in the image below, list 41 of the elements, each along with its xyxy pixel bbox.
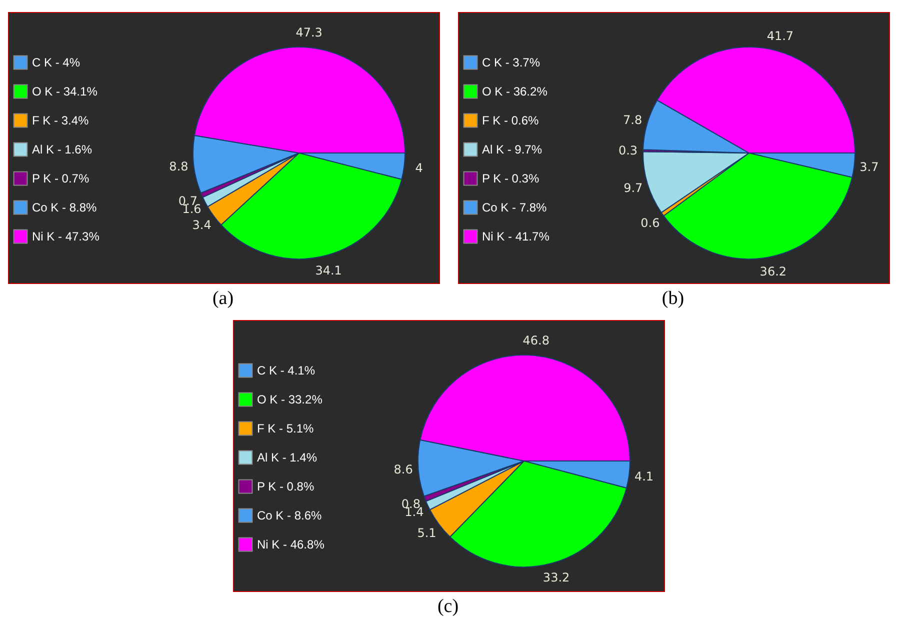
text: (a): [211, 288, 235, 310]
data-label: 3.7: [860, 160, 879, 174]
legend-label: C K - 3.7%: [482, 56, 540, 70]
legend-label: Ni K - 47.3%: [32, 230, 100, 244]
legend-label: Co K - 8.6%: [257, 508, 322, 522]
data-label: 4: [415, 161, 423, 176]
legend-label: F K - 5.1%: [257, 422, 314, 436]
data-label: 41.7: [766, 29, 794, 44]
legend-label: C K - 4%: [32, 56, 80, 70]
legend-label: Al K - 1.6%: [32, 142, 92, 156]
legend-label: P K - 0.7%: [32, 172, 90, 186]
legend-label: Co K - 8.8%: [32, 200, 98, 214]
legend-label: P K - 0.8%: [257, 480, 314, 494]
legend-label: O K - 34.1%: [32, 84, 98, 98]
data-label: 0.3: [618, 143, 638, 158]
legend-label: C K - 4.1%: [257, 364, 316, 378]
data-label: 4.1: [634, 470, 654, 484]
data-label: 34.1: [315, 263, 342, 278]
data-label: 7.8: [623, 112, 642, 127]
data-label: 0.6: [640, 216, 660, 230]
legend-label: Al K - 1.4%: [257, 450, 318, 464]
legend-label: Co K - 7.8%: [482, 200, 548, 214]
legend-label: P K - 0.3%: [482, 172, 540, 186]
legend-label: Al K - 9.7%: [482, 142, 542, 156]
legend-label: O K - 33.2%: [257, 392, 323, 406]
data-label: 9.7: [624, 180, 643, 195]
data-label: 36.2: [760, 264, 787, 279]
text: (b): [660, 288, 686, 310]
data-label: 46.8: [522, 334, 550, 348]
legend-label: O K - 36.2%: [482, 84, 548, 98]
text: (c): [436, 596, 460, 618]
data-label: 3.4: [192, 218, 212, 232]
legend-label: Ni K - 46.8%: [257, 538, 325, 552]
data-label: 8.8: [169, 159, 188, 174]
data-label: 47.3: [296, 25, 322, 40]
legend-label: F K - 0.6%: [482, 114, 540, 128]
data-label: 5.1: [417, 526, 436, 540]
data-label: 8.6: [394, 462, 413, 476]
legend-label: F K - 3.4%: [32, 114, 90, 128]
data-label: 33.2: [542, 570, 570, 585]
legend-label: Ni K - 41.7%: [482, 230, 550, 244]
